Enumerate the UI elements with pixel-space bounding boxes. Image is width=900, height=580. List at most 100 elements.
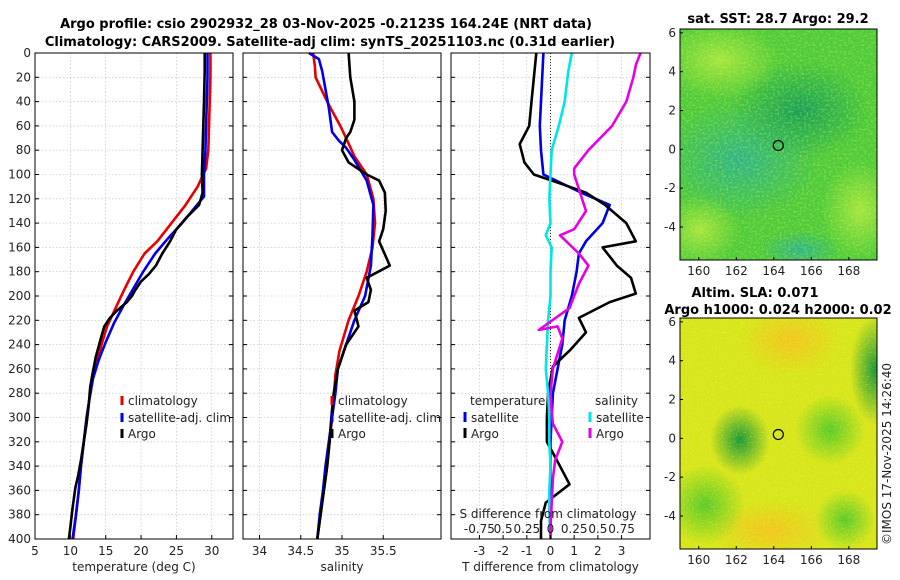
x-tick-label: 15 (98, 544, 113, 558)
sst-map-title: sat. SST: 28.7 Argo: 29.2 (687, 12, 868, 27)
x-tick-label: 34.5 (287, 544, 314, 558)
y-tick-label: 20 (16, 70, 31, 84)
sla-map-title: Altim. SLA: 0.071 (692, 286, 819, 301)
sst-map: 160 162 164 166 168 -4 -2 0 2 4 6 sat. SST: 28.7 A… (664, 12, 878, 278)
difference-series-temperature-argo (518, 52, 638, 539)
map-y-tick-label: 4 (668, 354, 676, 368)
s-diff-tick-label: 0 (547, 522, 555, 536)
y-tick-label: 0 (23, 46, 31, 60)
map-x-tick-label: 168 (837, 264, 860, 278)
y-tick-label: 260 (8, 362, 31, 376)
x-tick-label: 25 (169, 544, 184, 558)
x-tick-label: 35.5 (370, 544, 397, 558)
sla-map-subtitle: Argo h1000: 0.024 h2000: 0.02 (664, 303, 891, 318)
y-tick-label: 360 (8, 483, 31, 497)
salinity-panel: 34 34.5 35 35.5 salinity (242, 51, 442, 574)
y-tick-label: 160 (8, 240, 31, 254)
x-tick-label: 5 (31, 544, 39, 558)
y-tick-label: 300 (8, 411, 31, 425)
y-tick-label: 340 (8, 459, 31, 473)
diff-legend-temperature-heading: temperature (470, 394, 545, 408)
imos-watermark: ©IMOS 17-Nov-2025 14:26:40 (880, 363, 894, 545)
x-tick-label: 0 (547, 544, 555, 558)
sst-argo-location-marker (772, 139, 784, 152)
y-tick-label: 400 (8, 532, 31, 546)
map-x-tick-label: 164 (762, 264, 785, 278)
y-tick-label: 200 (8, 289, 31, 303)
temp-legend-satellite: satellite-adj. clim (128, 411, 231, 425)
x-tick-label: 10 (63, 544, 78, 558)
x-tick-label: -2 (497, 544, 509, 558)
sla-argo-location-marker (772, 428, 784, 441)
sla-map: 160 162 164 166 168 -4 -2 0 2 4 6 Altim. SLA: 0.07… (664, 286, 892, 567)
figure-title-line1: Argo profile: csio 2902932_28 03-Nov-202… (60, 17, 592, 32)
sla-map-frame (679, 317, 878, 550)
x-tick-label: 2 (594, 544, 602, 558)
map-y-tick-label: 0 (668, 142, 676, 156)
map-x-tick-label: 166 (800, 553, 823, 567)
y-tick-label: 320 (8, 435, 31, 449)
y-tick-label: 80 (16, 143, 31, 157)
x-tick-label: 20 (133, 544, 148, 558)
map-y-tick-label: 4 (668, 65, 676, 79)
temperature-panel: 0 20 40 60 80 100 120 140 160 180 200 220 240 260 280 3… (8, 46, 234, 574)
salinity-series-argo (316, 52, 392, 540)
sal-legend-climatology: climatology (338, 394, 408, 408)
map-y-tick-label: -4 (664, 220, 676, 234)
y-tick-label: 100 (8, 168, 31, 182)
y-tick-label: 140 (8, 216, 31, 230)
sal-legend-satellite: satellite-adj. clim (338, 411, 441, 425)
difference-series-salinity-satellite (544, 52, 574, 540)
x-tick-label: 35 (334, 544, 349, 558)
x-tick-label: 34 (252, 544, 267, 558)
x-tick-label: 3 (618, 544, 626, 558)
salinity-x-axis-label: salinity (320, 560, 363, 574)
y-tick-label: 240 (8, 338, 31, 352)
salinity-legend: climatology satellite-adj. clim Argo (330, 394, 441, 441)
map-y-tick-label: 6 (668, 26, 676, 40)
diff-legend-temp-argo: Argo (471, 427, 499, 441)
sla-map-ticks: 160 162 164 166 168 -4 -2 0 2 4 6 (664, 315, 860, 567)
map-y-tick-label: 6 (668, 315, 676, 329)
y-tick-label: 180 (8, 265, 31, 279)
map-y-tick-label: -2 (664, 470, 676, 484)
y-tick-label: 280 (8, 386, 31, 400)
temp-legend-climatology: climatology (128, 394, 198, 408)
diff-legend-temp-satellite: satellite (471, 411, 519, 425)
map-y-tick-label: -2 (664, 181, 676, 195)
map-x-tick-label: 168 (837, 553, 860, 567)
map-x-tick-label: 164 (762, 553, 785, 567)
temperature-legend: climatology satellite-adj. clim Argo (120, 394, 231, 441)
map-y-tick-label: -4 (664, 509, 676, 523)
map-x-tick-label: 162 (725, 553, 748, 567)
s-diff-tick-label: -0.75 (464, 522, 495, 536)
x-tick-label: 1 (570, 544, 578, 558)
map-x-tick-label: 162 (725, 264, 748, 278)
map-y-tick-label: 0 (668, 431, 676, 445)
s-diff-tick-label: 0.25 (561, 522, 588, 536)
diff-legend-sal-argo: Argo (596, 427, 624, 441)
figure-title-line2: Climatology: CARS2009. Satellite-adj cli… (45, 35, 615, 50)
sst-map-ticks: 160 162 164 166 168 -4 -2 0 2 4 6 (664, 26, 860, 278)
s-difference-label: S difference from climatology (460, 507, 637, 521)
diff-legend-salinity-heading: salinity (595, 394, 638, 408)
y-tick-label: 60 (16, 119, 31, 133)
difference-panel: -3 -2 -1 0 1 2 3 T difference from climatology -… (450, 52, 651, 574)
temp-legend-argo: Argo (128, 427, 156, 441)
x-tick-label: -1 (521, 544, 533, 558)
sal-legend-argo: Argo (338, 427, 366, 441)
s-diff-tick-label: 0.25 (513, 522, 540, 536)
map-y-tick-label: 2 (668, 393, 676, 407)
s-diff-tick-label: 0.5 (588, 522, 607, 536)
temperature-x-axis-label: temperature (deg C) (72, 560, 195, 574)
diff-legend-sal-satellite: satellite (596, 411, 644, 425)
y-tick-label: 120 (8, 192, 31, 206)
s-diff-tick-label: 0.75 (608, 522, 635, 536)
map-y-tick-label: 2 (668, 104, 676, 118)
difference-legend: temperature satellite Argo salinity sate… (463, 394, 644, 441)
sst-map-frame (679, 28, 878, 261)
map-x-tick-label: 166 (800, 264, 823, 278)
map-x-tick-label: 160 (687, 264, 710, 278)
